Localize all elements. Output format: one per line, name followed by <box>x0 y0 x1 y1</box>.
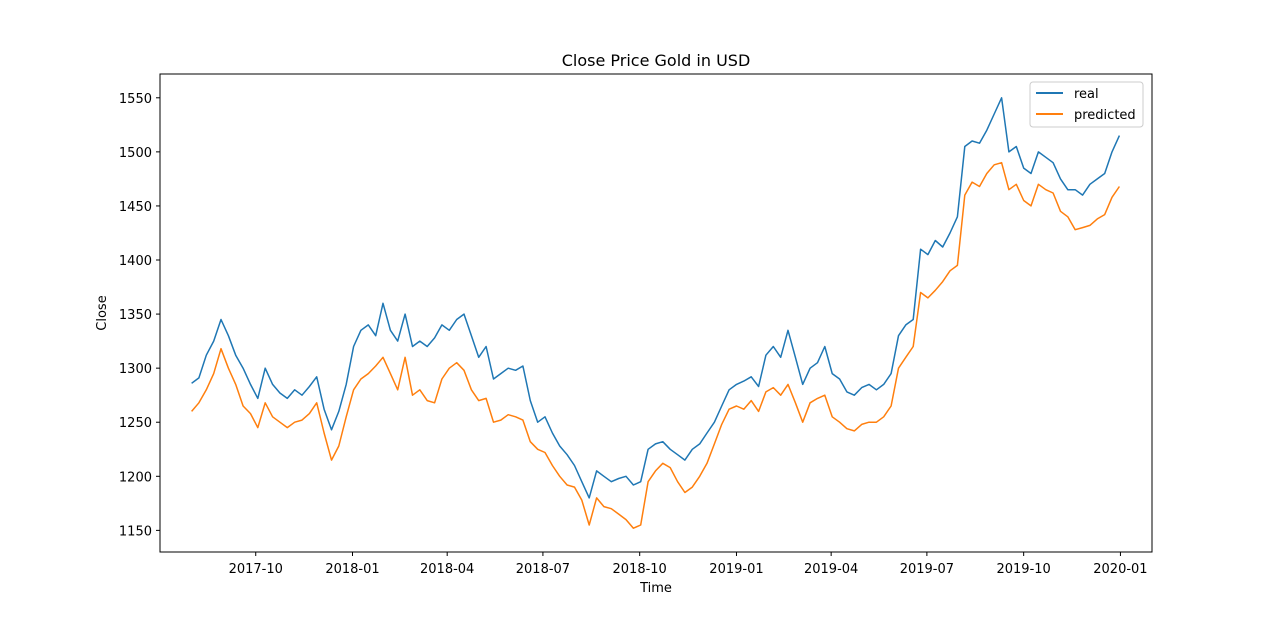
x-tick-label: 2019-04 <box>804 562 858 577</box>
x-tick-label: 2019-01 <box>709 562 763 577</box>
plot-frame <box>159 73 1153 553</box>
y-axis: 1150 1200 1250 1300 1350 1400 1450 1500 1550 <box>119 92 160 539</box>
y-tick-label: 1300 <box>119 362 152 377</box>
legend: real predicted <box>1029 81 1144 128</box>
y-tick-label: 1150 <box>119 524 152 539</box>
x-tick-label: 2018-07 <box>516 562 570 577</box>
x-tick-label: 2019-07 <box>900 562 954 577</box>
x-tick-label: 2018-01 <box>325 562 379 577</box>
legend-label-predicted: predicted <box>1074 108 1136 123</box>
x-axis-label: Time <box>639 581 672 596</box>
x-axis: 2017-10 2018-01 2018-04 2018-07 2018-10 2019-… <box>229 552 1148 577</box>
y-tick-label: 1450 <box>119 200 152 215</box>
x-tick-label: 2018-04 <box>420 562 474 577</box>
y-tick-label: 1500 <box>119 146 152 161</box>
y-tick-label: 1250 <box>119 416 152 431</box>
y-tick-label: 1550 <box>119 92 152 107</box>
y-tick-label: 1200 <box>119 470 152 485</box>
x-tick-label: 2017-10 <box>229 562 283 577</box>
x-tick-label: 2020-01 <box>1093 562 1147 577</box>
y-axis-label: Close <box>95 295 110 330</box>
x-tick-label: 2018-10 <box>613 562 667 577</box>
legend-label-real: real <box>1074 87 1099 102</box>
chart-title: Close Price Gold in USD <box>562 51 751 70</box>
series-line-predicted <box>191 161 1121 529</box>
x-tick-label: 2019-10 <box>996 562 1050 577</box>
series-line-real <box>191 97 1121 499</box>
y-tick-label: 1400 <box>119 254 152 269</box>
y-tick-label: 1350 <box>119 308 152 323</box>
